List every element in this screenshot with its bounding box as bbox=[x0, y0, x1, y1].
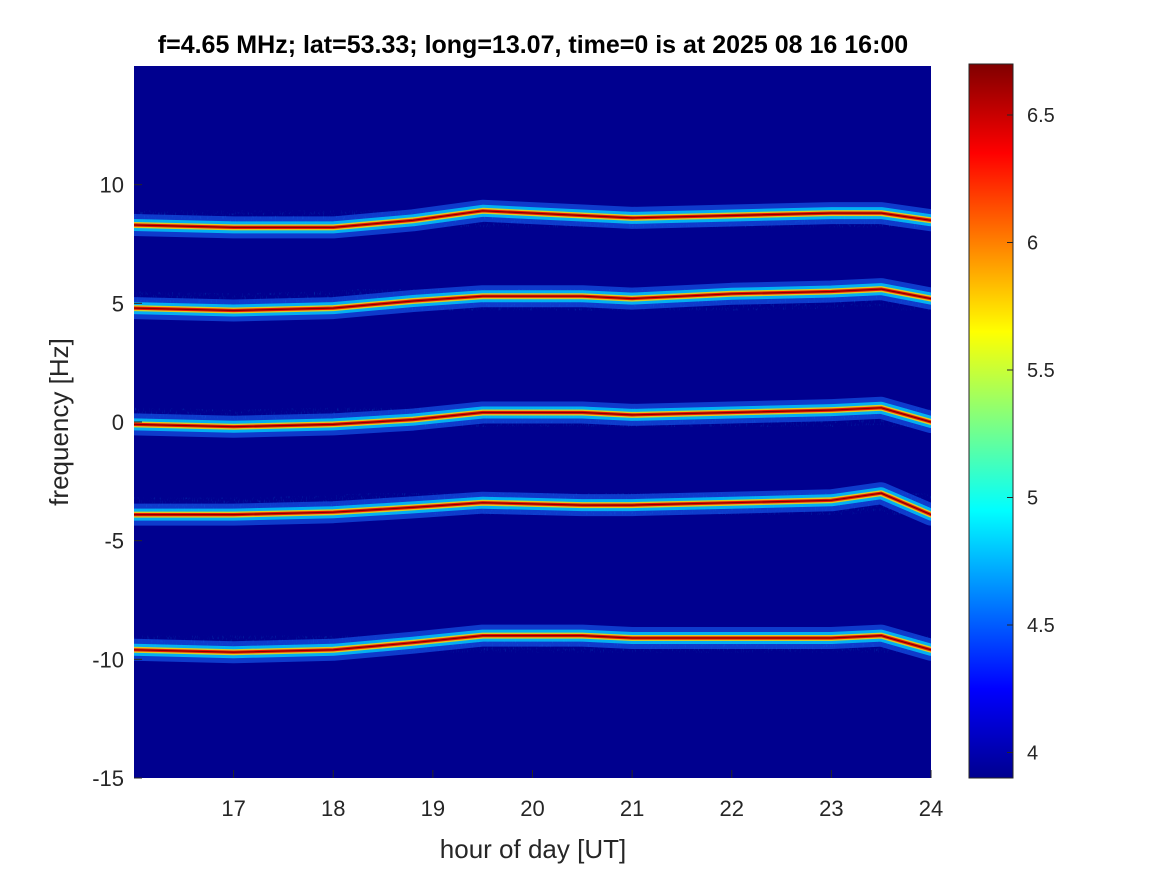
colorbar-ticks: 4 4.5 5 5.5 6 6.5 bbox=[1007, 105, 1055, 765]
x-tick-label: 21 bbox=[620, 796, 644, 821]
y-axis: -15 -10 -5 0 5 10 bbox=[92, 173, 142, 791]
band-1 bbox=[134, 193, 931, 245]
x-tick-label: 23 bbox=[819, 796, 843, 821]
x-tick-label: 24 bbox=[919, 796, 943, 821]
x-tick-label: 20 bbox=[520, 796, 544, 821]
colorbar-tick-label: 4 bbox=[1027, 743, 1038, 765]
x-tick-label: 19 bbox=[421, 796, 445, 821]
x-tick-label: 17 bbox=[221, 796, 245, 821]
colorbar-tick-label: 4.5 bbox=[1027, 615, 1055, 637]
x-tick-label: 18 bbox=[321, 796, 345, 821]
band-4 bbox=[134, 476, 931, 532]
colorbar-tick-label: 5 bbox=[1027, 488, 1038, 510]
band-2 bbox=[134, 272, 931, 328]
x-tick-label: 22 bbox=[720, 796, 744, 821]
x-axis: 17 18 19 20 21 22 23 24 bbox=[221, 770, 943, 821]
y-tick-label: 0 bbox=[112, 410, 124, 435]
chart-title: f=4.65 MHz; lat=53.33; long=13.07, time=… bbox=[158, 31, 908, 59]
colorbar bbox=[968, 63, 1014, 779]
y-tick-label: 10 bbox=[100, 173, 124, 198]
y-tick-label: -10 bbox=[92, 647, 124, 672]
spectral-bands bbox=[134, 193, 931, 670]
y-tick-label: 5 bbox=[112, 291, 124, 316]
y-tick-label: -5 bbox=[104, 529, 124, 554]
y-tick-label: -15 bbox=[92, 766, 124, 791]
colorbar-tick-label: 6.5 bbox=[1027, 105, 1055, 127]
colorbar-tick-label: 5.5 bbox=[1027, 360, 1055, 382]
band-5 bbox=[134, 618, 931, 670]
colorbar-tick-label: 6 bbox=[1027, 233, 1038, 255]
y-axis-label: frequency [Hz] bbox=[44, 338, 74, 506]
x-axis-label: hour of day [UT] bbox=[440, 834, 626, 864]
band-3 bbox=[134, 390, 931, 444]
